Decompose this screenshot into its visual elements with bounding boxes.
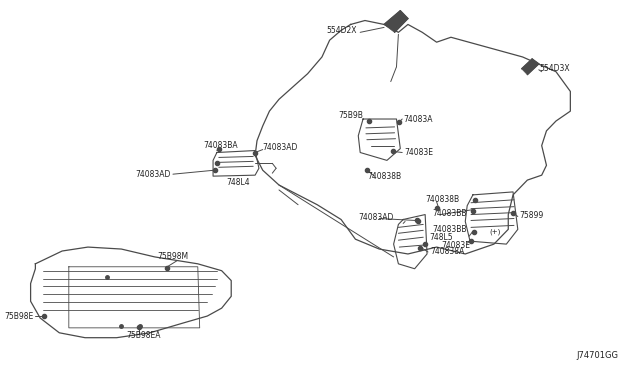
Polygon shape bbox=[384, 11, 408, 32]
Text: 740838B: 740838B bbox=[425, 195, 460, 204]
Text: 74083AD: 74083AD bbox=[358, 213, 394, 222]
Text: 740838B: 740838B bbox=[367, 171, 401, 181]
Text: 74083E: 74083E bbox=[442, 241, 470, 250]
Text: 740838A: 740838A bbox=[430, 247, 464, 257]
Text: 74083BB: 74083BB bbox=[432, 209, 467, 218]
Polygon shape bbox=[522, 59, 539, 75]
Text: 74083AD: 74083AD bbox=[136, 170, 171, 179]
Text: 554D2X: 554D2X bbox=[327, 26, 357, 35]
Text: 74083BB: 74083BB bbox=[432, 225, 467, 234]
Text: 554D3X: 554D3X bbox=[540, 64, 570, 73]
Text: 75B9B: 75B9B bbox=[338, 110, 363, 119]
Text: 74083BA: 74083BA bbox=[204, 141, 238, 150]
Text: 748L5: 748L5 bbox=[429, 233, 452, 242]
Text: 74083A: 74083A bbox=[403, 115, 433, 124]
Text: 75899: 75899 bbox=[520, 211, 544, 220]
Text: 75B98E: 75B98E bbox=[4, 311, 33, 321]
Text: 748L4: 748L4 bbox=[227, 177, 250, 187]
Text: 74083AD: 74083AD bbox=[263, 143, 298, 152]
Text: (+): (+) bbox=[489, 228, 500, 235]
Text: J74701GG: J74701GG bbox=[576, 351, 618, 360]
Text: 75B98M: 75B98M bbox=[157, 253, 189, 262]
Text: 75B98EA: 75B98EA bbox=[126, 331, 161, 340]
Text: 74083E: 74083E bbox=[404, 148, 433, 157]
